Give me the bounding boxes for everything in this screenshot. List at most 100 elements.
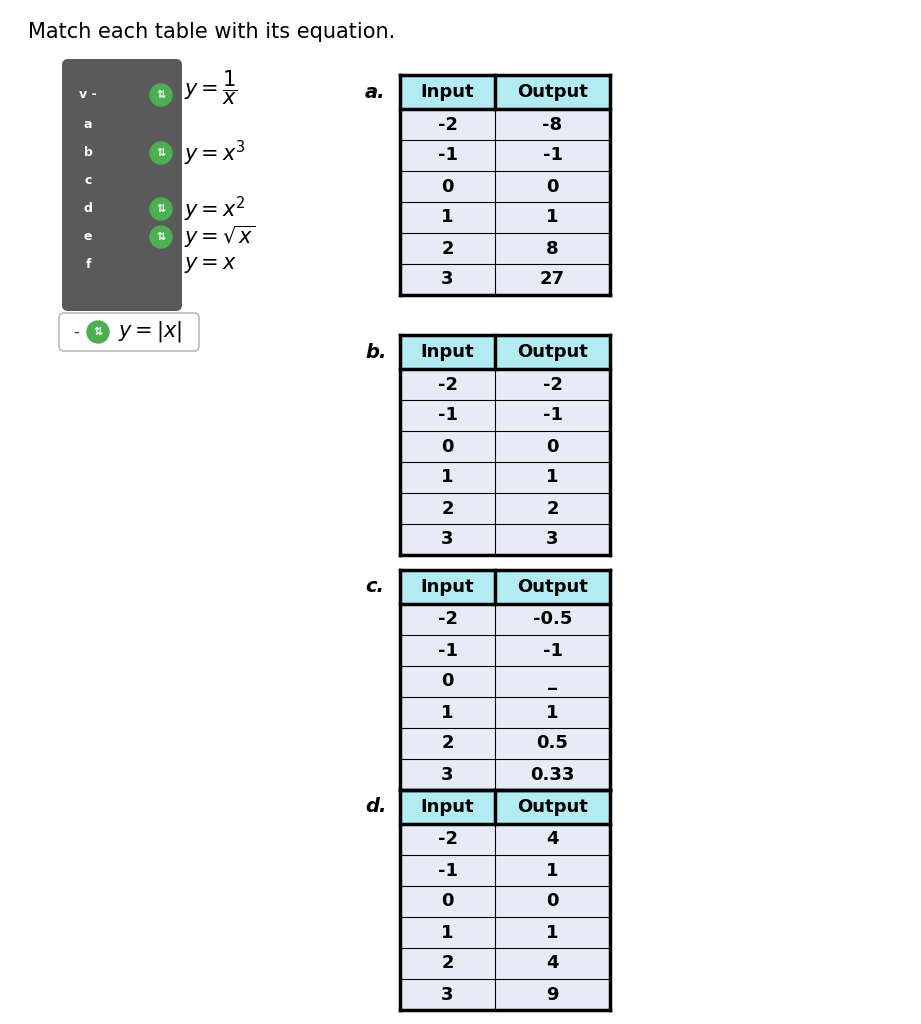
Bar [400,462,610,493]
Text: 1: 1 [546,469,559,486]
Text: 2: 2 [441,240,454,257]
Text: -: - [73,323,79,341]
Text: 2: 2 [546,500,559,517]
Bar [400,335,610,369]
Text: -1: -1 [437,861,458,880]
Text: a.: a. [365,83,386,101]
Text: 2: 2 [441,500,454,517]
Bar [400,202,610,233]
FancyBboxPatch shape [62,59,182,311]
Circle shape [87,321,109,343]
Text: -2: -2 [437,830,458,849]
Text: 3: 3 [546,530,559,549]
Bar [400,948,610,979]
Bar [400,886,610,918]
Text: -2: -2 [437,116,458,133]
Text: Output: Output [517,578,588,596]
Bar [400,855,610,886]
Bar [400,171,610,202]
Text: 0: 0 [546,437,559,456]
Text: a: a [84,119,92,131]
Bar [400,140,610,171]
Text: ⇅: ⇅ [157,204,166,214]
Text: 1: 1 [441,703,454,722]
Text: -1: -1 [542,641,563,659]
Bar [400,109,610,140]
Text: 4: 4 [546,954,559,973]
Text: -1: -1 [542,146,563,165]
Text: Input: Input [421,343,474,361]
Text: -0.5: -0.5 [533,610,572,629]
Text: b: b [84,146,92,160]
Bar [400,790,610,824]
Text: -1: -1 [437,641,458,659]
Text: -1: -1 [437,146,458,165]
Text: 1: 1 [546,861,559,880]
Text: 0: 0 [441,437,454,456]
Bar [400,233,610,264]
Text: -8: -8 [542,116,563,133]
Text: 1: 1 [441,209,454,226]
Circle shape [150,84,172,106]
Circle shape [150,198,172,220]
Text: $y = x$: $y = x$ [184,255,237,275]
Text: e: e [84,230,92,244]
Bar [400,824,610,855]
Text: Input: Input [421,798,474,816]
Bar [400,666,610,697]
Text: 3: 3 [441,270,454,289]
Text: c: c [85,174,92,187]
Bar [400,728,610,759]
Text: Input: Input [421,578,474,596]
Bar [400,759,610,790]
Text: ⇅: ⇅ [93,327,102,337]
Bar [400,493,610,524]
Text: d.: d. [365,798,387,816]
Bar [400,400,610,431]
Text: 0: 0 [546,893,559,910]
Text: b.: b. [365,342,387,361]
Bar [400,369,610,400]
Text: -2: -2 [542,376,563,393]
Text: 0: 0 [441,177,454,196]
Text: Output: Output [517,343,588,361]
Bar [400,635,610,666]
Text: ⇅: ⇅ [157,90,166,100]
Text: v -: v - [79,88,97,101]
Text: $y = |x|$: $y = |x|$ [118,319,182,344]
Text: 3: 3 [441,766,454,783]
Bar [400,524,610,555]
Text: -2: -2 [437,376,458,393]
Text: 9: 9 [546,985,559,1004]
Text: c.: c. [365,578,384,597]
Text: -1: -1 [437,407,458,425]
Text: ⇅: ⇅ [157,232,166,242]
Text: _: _ [548,673,557,690]
Text: 2: 2 [441,954,454,973]
Bar [400,979,610,1010]
Text: Output: Output [517,83,588,101]
Bar [400,264,610,295]
Text: 27: 27 [540,270,565,289]
Text: Input: Input [421,83,474,101]
Text: 8: 8 [546,240,559,257]
Text: 1: 1 [546,209,559,226]
Text: 3: 3 [441,530,454,549]
Text: 0: 0 [441,893,454,910]
Text: 1: 1 [441,924,454,941]
Text: 1: 1 [546,924,559,941]
Bar [400,918,610,948]
Text: 2: 2 [441,734,454,753]
Text: 0.5: 0.5 [537,734,568,753]
Text: -1: -1 [542,407,563,425]
Bar [400,570,610,604]
Text: Match each table with its equation.: Match each table with its equation. [28,22,395,42]
Text: $y = x^2$: $y = x^2$ [184,195,246,223]
Bar [400,604,610,635]
Text: f: f [86,258,91,271]
Text: 3: 3 [441,985,454,1004]
Text: d: d [84,203,92,215]
Text: Output: Output [517,798,588,816]
Text: $y = \dfrac{1}{x}$: $y = \dfrac{1}{x}$ [184,69,238,108]
Text: 0: 0 [441,673,454,690]
